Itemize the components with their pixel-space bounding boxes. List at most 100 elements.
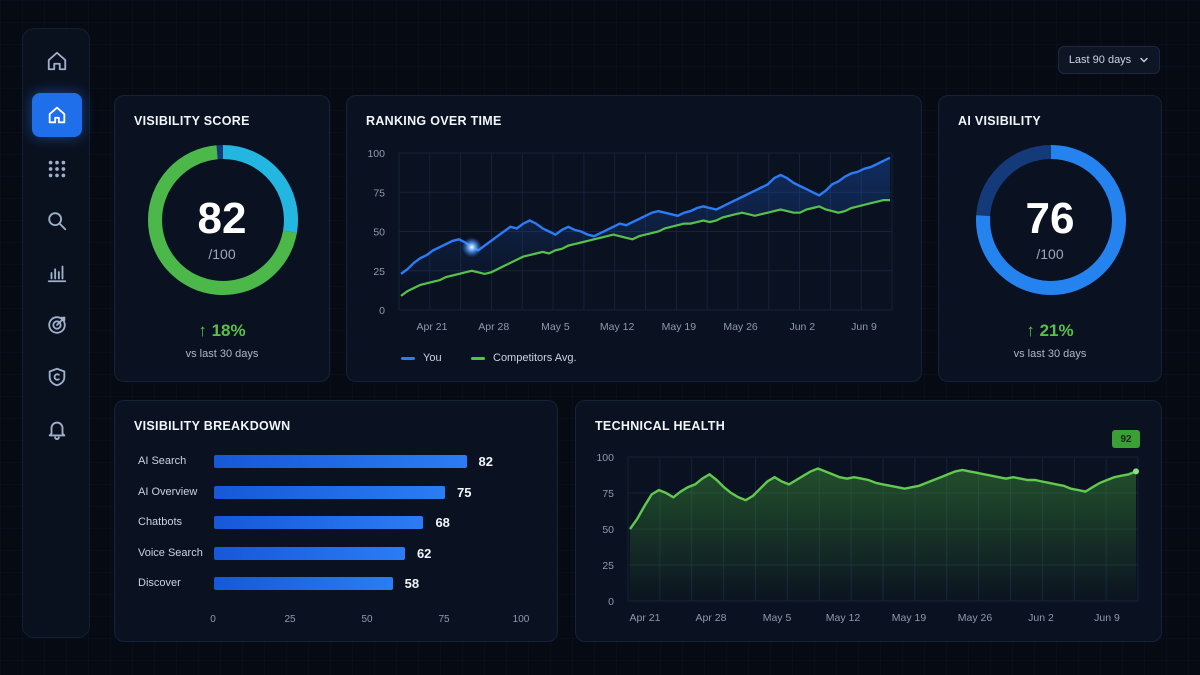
breakdown-row[interactable]: AI Search 82: [115, 454, 557, 470]
gauge-arc-segment: [976, 145, 1126, 295]
technical-health-card: TECHNICAL HEALTH 0 25 50 75 100 Apr 21 Apr 28…: [575, 400, 1162, 642]
bar-value-label: 68: [435, 515, 450, 530]
x-tick-label: May 12: [826, 612, 861, 624]
x-tick-label: Apr 21: [630, 612, 661, 624]
home-icon: [48, 106, 66, 124]
date-range-select[interactable]: Last 90 days: [1058, 46, 1160, 74]
score-delta-caption: vs last 30 days: [1013, 348, 1087, 360]
y-tick-label: 25: [373, 266, 385, 278]
score-max: /100: [208, 246, 236, 262]
sidebar-item-search[interactable]: [32, 199, 82, 243]
y-tick-label: 100: [596, 452, 614, 464]
you-series-area: [401, 157, 890, 296]
x-tick-label: May 5: [541, 321, 570, 333]
card-title: RANKING OVER TIME: [366, 114, 502, 128]
y-tick-label: 50: [602, 524, 614, 536]
visibility-score-card: VISIBILITY SCORE 82 /100 ↑ 18% vs last 3…: [114, 95, 330, 382]
card-title: AI VISIBILITY: [958, 114, 1042, 128]
search-icon: [48, 212, 67, 231]
chevron-down-icon: [1140, 57, 1148, 63]
x-tick-label: Apr 28: [478, 321, 509, 333]
bar: [214, 516, 424, 529]
breakdown-row[interactable]: Voice Search 62: [115, 546, 557, 562]
sidebar-item-home-outline[interactable]: [32, 39, 82, 83]
score-delta: ↑ 21%: [1026, 321, 1074, 340]
home-icon: [47, 51, 67, 71]
competitors-series-line: [400, 199, 890, 297]
card-title: VISIBILITY SCORE: [134, 114, 250, 128]
health-score-badge: 92: [1112, 430, 1140, 448]
sidebar-item-security[interactable]: [32, 355, 82, 399]
gauge-arc-segment: [148, 145, 297, 295]
highlight-point[interactable]: [461, 237, 482, 258]
shield-icon: [48, 367, 66, 387]
legend-label: Competitors Avg.: [493, 352, 577, 364]
grid-icon: [48, 160, 66, 178]
legend-competitors[interactable]: Competitors Avg.: [471, 352, 577, 364]
health-series-line: [629, 467, 1137, 530]
sidebar-item-notifications[interactable]: [32, 407, 82, 451]
breakdown-row[interactable]: Discover 58: [115, 576, 557, 592]
visibility-score-gauge: [148, 145, 298, 295]
x-tick-label: Apr 28: [696, 612, 727, 624]
x-tick-label: Jun 9: [851, 321, 877, 333]
bar-chart-icon: [47, 265, 67, 283]
bar-label: AI Overview: [138, 485, 198, 498]
x-tick-label: 25: [284, 614, 296, 625]
y-tick-label: 75: [373, 187, 385, 199]
x-tick-label: May 5: [763, 612, 792, 624]
bar-label: Voice Search: [138, 546, 203, 559]
ranking-over-time-card: RANKING OVER TIME 0 25 50 75 100 Apr 21 Apr 2…: [346, 95, 922, 382]
bar: [214, 546, 405, 560]
you-series-line: [400, 156, 891, 275]
x-tick-label: May 26: [723, 321, 758, 333]
sidebar-item-analytics[interactable]: [32, 251, 82, 295]
legend-you[interactable]: You: [401, 352, 442, 364]
date-range-label: Last 90 days: [1068, 54, 1132, 66]
bar-value-label: 62: [416, 545, 432, 561]
health-series-area: [630, 468, 1136, 601]
bar: [214, 577, 393, 590]
x-tick-label: 50: [361, 614, 373, 625]
target-icon: [48, 316, 66, 334]
breakdown-row[interactable]: AI Overview 75: [115, 485, 557, 501]
y-tick-label: 75: [602, 488, 614, 500]
x-tick-label: May 12: [600, 321, 635, 333]
legend-label: You: [423, 352, 442, 364]
x-tick-label: May 26: [958, 612, 993, 624]
x-tick-label: Jun 2: [1028, 612, 1054, 624]
sidebar-item-home[interactable]: [32, 93, 82, 137]
x-tick-label: Jun 9: [1094, 612, 1120, 624]
sidebar: [22, 28, 90, 638]
bar-value-label: 58: [404, 576, 420, 591]
health-current-point[interactable]: [1133, 468, 1139, 475]
x-tick-label: Jun 2: [789, 321, 815, 333]
x-tick-label: 75: [438, 614, 450, 625]
card-title: TECHNICAL HEALTH: [595, 419, 726, 433]
score-delta-caption: vs last 30 days: [185, 348, 259, 360]
bar-label: AI Search: [138, 455, 187, 467]
ai-visibility-card: AI VISIBILITY 76 /100 ↑ 21% vs last 30 d…: [938, 95, 1162, 382]
y-tick-label: 0: [608, 596, 614, 608]
bar: [214, 485, 445, 499]
y-tick-label: 0: [379, 305, 385, 317]
x-tick-label: 0: [210, 614, 216, 625]
breakdown-row[interactable]: Chatbots 68: [115, 515, 557, 531]
y-tick-label: 100: [367, 148, 385, 160]
sidebar-item-apps[interactable]: [32, 147, 82, 191]
score-delta: ↑ 18%: [198, 321, 246, 340]
legend-swatch: [471, 356, 485, 360]
bar-label: Discover: [138, 577, 181, 589]
x-tick-label: May 19: [662, 321, 697, 333]
x-tick-label: 100: [512, 614, 530, 625]
score-value: 76: [1025, 194, 1075, 243]
visibility-breakdown-card: VISIBILITY BREAKDOWN AI Search 82 AI Overv…: [114, 400, 558, 642]
x-tick-label: May 19: [892, 612, 927, 624]
y-tick-label: 50: [373, 227, 385, 239]
y-tick-label: 25: [602, 560, 614, 572]
score-max: /100: [1036, 246, 1064, 262]
sidebar-item-targeting[interactable]: [32, 303, 82, 347]
technical-health-chart: 0 25 50 75 100 Apr 21 Apr 28 May 5 May 12 May 19…: [596, 452, 1139, 624]
bar: [214, 455, 467, 468]
bell-icon: [48, 421, 66, 440]
